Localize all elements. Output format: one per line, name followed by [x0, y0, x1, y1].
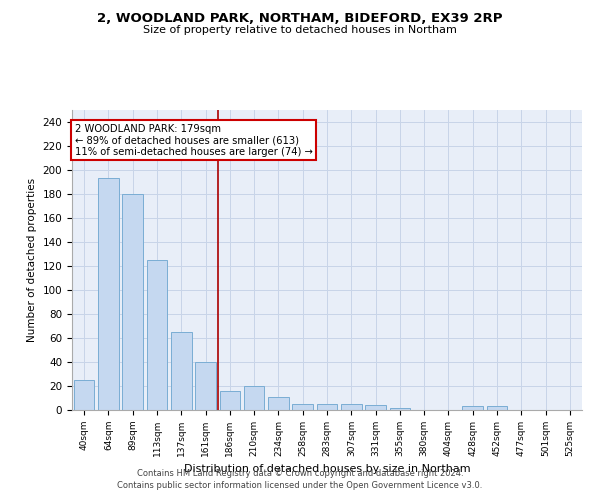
Bar: [195, 362, 216, 410]
Text: Contains HM Land Registry data © Crown copyright and database right 2024.: Contains HM Land Registry data © Crown c…: [137, 468, 463, 477]
Text: 2, WOODLAND PARK, NORTHAM, BIDEFORD, EX39 2RP: 2, WOODLAND PARK, NORTHAM, BIDEFORD, EX3…: [97, 12, 503, 26]
Bar: [463, 406, 483, 410]
Bar: [389, 408, 410, 410]
Bar: [365, 405, 386, 410]
Bar: [244, 386, 265, 410]
Y-axis label: Number of detached properties: Number of detached properties: [27, 178, 37, 342]
Text: Size of property relative to detached houses in Northam: Size of property relative to detached ho…: [143, 25, 457, 35]
Bar: [220, 391, 240, 410]
X-axis label: Distribution of detached houses by size in Northam: Distribution of detached houses by size …: [184, 464, 470, 474]
Bar: [122, 194, 143, 410]
Text: Contains public sector information licensed under the Open Government Licence v3: Contains public sector information licen…: [118, 481, 482, 490]
Bar: [487, 406, 508, 410]
Bar: [341, 404, 362, 410]
Bar: [98, 178, 119, 410]
Bar: [146, 260, 167, 410]
Text: 2 WOODLAND PARK: 179sqm
← 89% of detached houses are smaller (613)
11% of semi-d: 2 WOODLAND PARK: 179sqm ← 89% of detache…: [74, 124, 313, 156]
Bar: [171, 332, 191, 410]
Bar: [317, 404, 337, 410]
Bar: [292, 404, 313, 410]
Bar: [268, 397, 289, 410]
Bar: [74, 380, 94, 410]
